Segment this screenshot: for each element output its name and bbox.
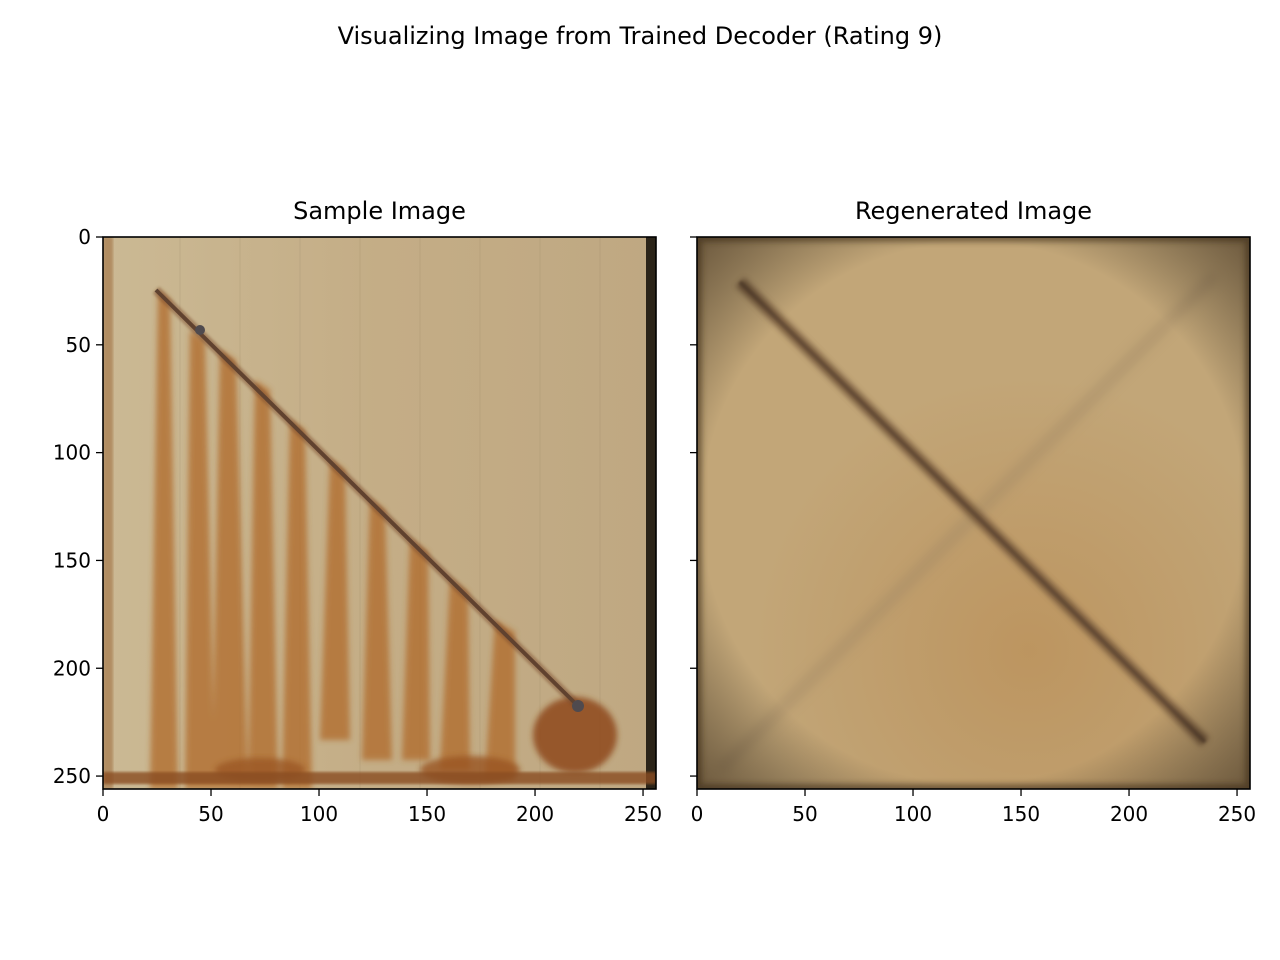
x-tick-label: 0 xyxy=(97,802,110,826)
regenerated-image xyxy=(697,237,1250,789)
x-tick-label: 250 xyxy=(624,802,662,826)
sample-y-axis-ticks: 0 50 100 150 200 250 xyxy=(53,225,103,788)
x-tick-label: 100 xyxy=(894,802,932,826)
sample-image-panel: Sample Image xyxy=(53,197,662,826)
y-tick-label: 150 xyxy=(53,548,91,572)
regenerated-x-axis-ticks: 0 50 100 150 200 250 xyxy=(691,789,1256,826)
regenerated-image-panel: Regenerated Image 0 50 100 150 200 250 xyxy=(690,197,1256,826)
x-tick-label: 200 xyxy=(516,802,554,826)
regenerated-image-title: Regenerated Image xyxy=(855,197,1092,225)
x-tick-label: 200 xyxy=(1110,802,1148,826)
x-tick-label: 50 xyxy=(792,802,817,826)
sample-image-frame xyxy=(102,236,657,790)
x-tick-label: 100 xyxy=(300,802,338,826)
y-tick-label: 250 xyxy=(53,764,91,788)
x-tick-label: 0 xyxy=(691,802,704,826)
x-tick-label: 250 xyxy=(1218,802,1256,826)
regenerated-image-frame xyxy=(696,236,1251,790)
sample-image-title: Sample Image xyxy=(293,197,466,225)
x-tick-label: 50 xyxy=(198,802,223,826)
y-tick-label: 100 xyxy=(53,441,91,465)
sample-x-axis-ticks: 0 50 100 150 200 250 xyxy=(97,789,662,826)
regenerated-y-axis-ticks xyxy=(690,236,697,777)
figure-suptitle: Visualizing Image from Trained Decoder (… xyxy=(338,22,943,50)
x-tick-label: 150 xyxy=(1002,802,1040,826)
y-tick-label: 0 xyxy=(78,225,91,249)
y-tick-label: 200 xyxy=(53,656,91,680)
sample-image xyxy=(103,237,656,789)
y-tick-label: 50 xyxy=(66,333,91,357)
x-tick-label: 150 xyxy=(408,802,446,826)
